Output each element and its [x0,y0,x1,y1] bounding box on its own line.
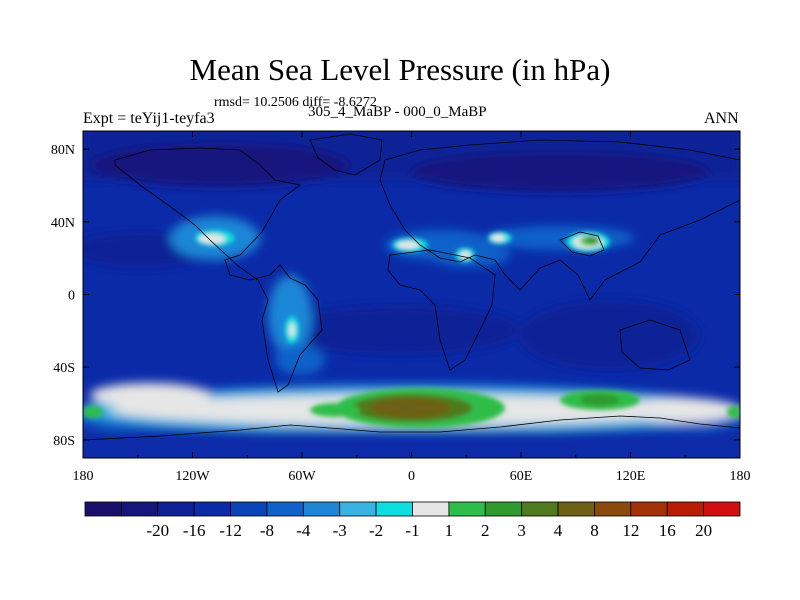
colorbar-label: 20 [695,521,712,540]
colorbar-label: -3 [333,521,347,540]
colorbar-swatch [412,501,450,517]
colorbar-swatch [302,501,341,517]
coast-tibet [559,231,605,257]
colorbar-label: 16 [659,521,676,540]
map-title: Mean Sea Level Pressure (in hPa) [189,52,611,87]
colorbar-swatch [230,501,268,517]
colorbar-label: -12 [219,521,242,540]
colorbar-label: 8 [590,521,599,540]
colorbar-swatch [557,501,595,517]
colorbar-swatch [630,501,668,517]
colorbar-label: -8 [260,521,274,540]
colorbar-label: 2 [481,521,490,540]
coast-greenland [309,133,383,176]
coast-australia [619,319,691,371]
lon-tick-label: 60E [510,469,533,484]
colorbar-swatch [521,501,559,517]
pressure-field [83,131,740,458]
colorbar-swatch [448,501,486,517]
colorbar-swatch [157,501,195,517]
colorbar-label: -20 [146,521,169,540]
colorbar-swatch [484,501,523,517]
lat-tick-label: 40N [51,216,75,231]
lon-tick-label: 180 [730,469,751,484]
latitude-axis: 80N 40N 0 40S 80S [51,143,740,449]
colorbar-label: 1 [445,521,454,540]
colorbar: -20 -16 -12 -8 -4 -3 -2 -1 1 2 3 4 8 12 16 20 [84,501,741,540]
colorbar-swatch [594,501,632,517]
lat-tick-label: 80S [53,434,75,449]
colorbar-label: -4 [296,521,311,540]
lat-tick-label: 0 [68,289,75,304]
colorbar-label: -2 [369,521,383,540]
coast-eurasia [379,139,740,301]
colorbar-swatch [193,501,231,517]
season-label: ANN [704,110,739,127]
coast-americas [114,147,323,393]
field-contours [83,131,740,458]
lon-tick-label: 120E [616,469,646,484]
coast-africa [387,249,496,371]
lon-tick-label: 180 [73,469,94,484]
lon-tick-label: 120W [175,469,210,484]
colorbar-label: -1 [405,521,419,540]
lon-tick-label: 60W [288,469,316,484]
colorbar-label: 3 [517,521,526,540]
longitude-axis: 180 120W 60W 0 60E 120E 180 [73,131,751,484]
colorbar-swatch [266,501,304,517]
colorbar-swatch [375,501,413,517]
lat-tick-label: 40S [53,361,75,376]
lon-tick-label: 0 [408,469,415,484]
colorbar-swatch [703,501,741,517]
comparison-label: 305_4_MaBP - 000_0_MaBP [308,104,487,120]
colorbar-swatch [84,501,122,517]
coastlines [83,133,740,441]
colorbar-swatch [666,501,705,517]
colorbar-label: -16 [183,521,206,540]
colorbar-swatch [120,501,159,517]
colorbar-label: 4 [554,521,563,540]
colorbar-swatch [339,501,377,517]
coast-antarctica [83,415,740,441]
lat-tick-label: 80N [51,143,75,158]
experiment-label: Expt = teYij1-teyfa3 [83,110,215,127]
colorbar-label: 12 [622,521,639,540]
stats-label: rmsd= 10.2506 diff= -8.6272 [214,95,377,110]
field-highlights [83,230,740,428]
